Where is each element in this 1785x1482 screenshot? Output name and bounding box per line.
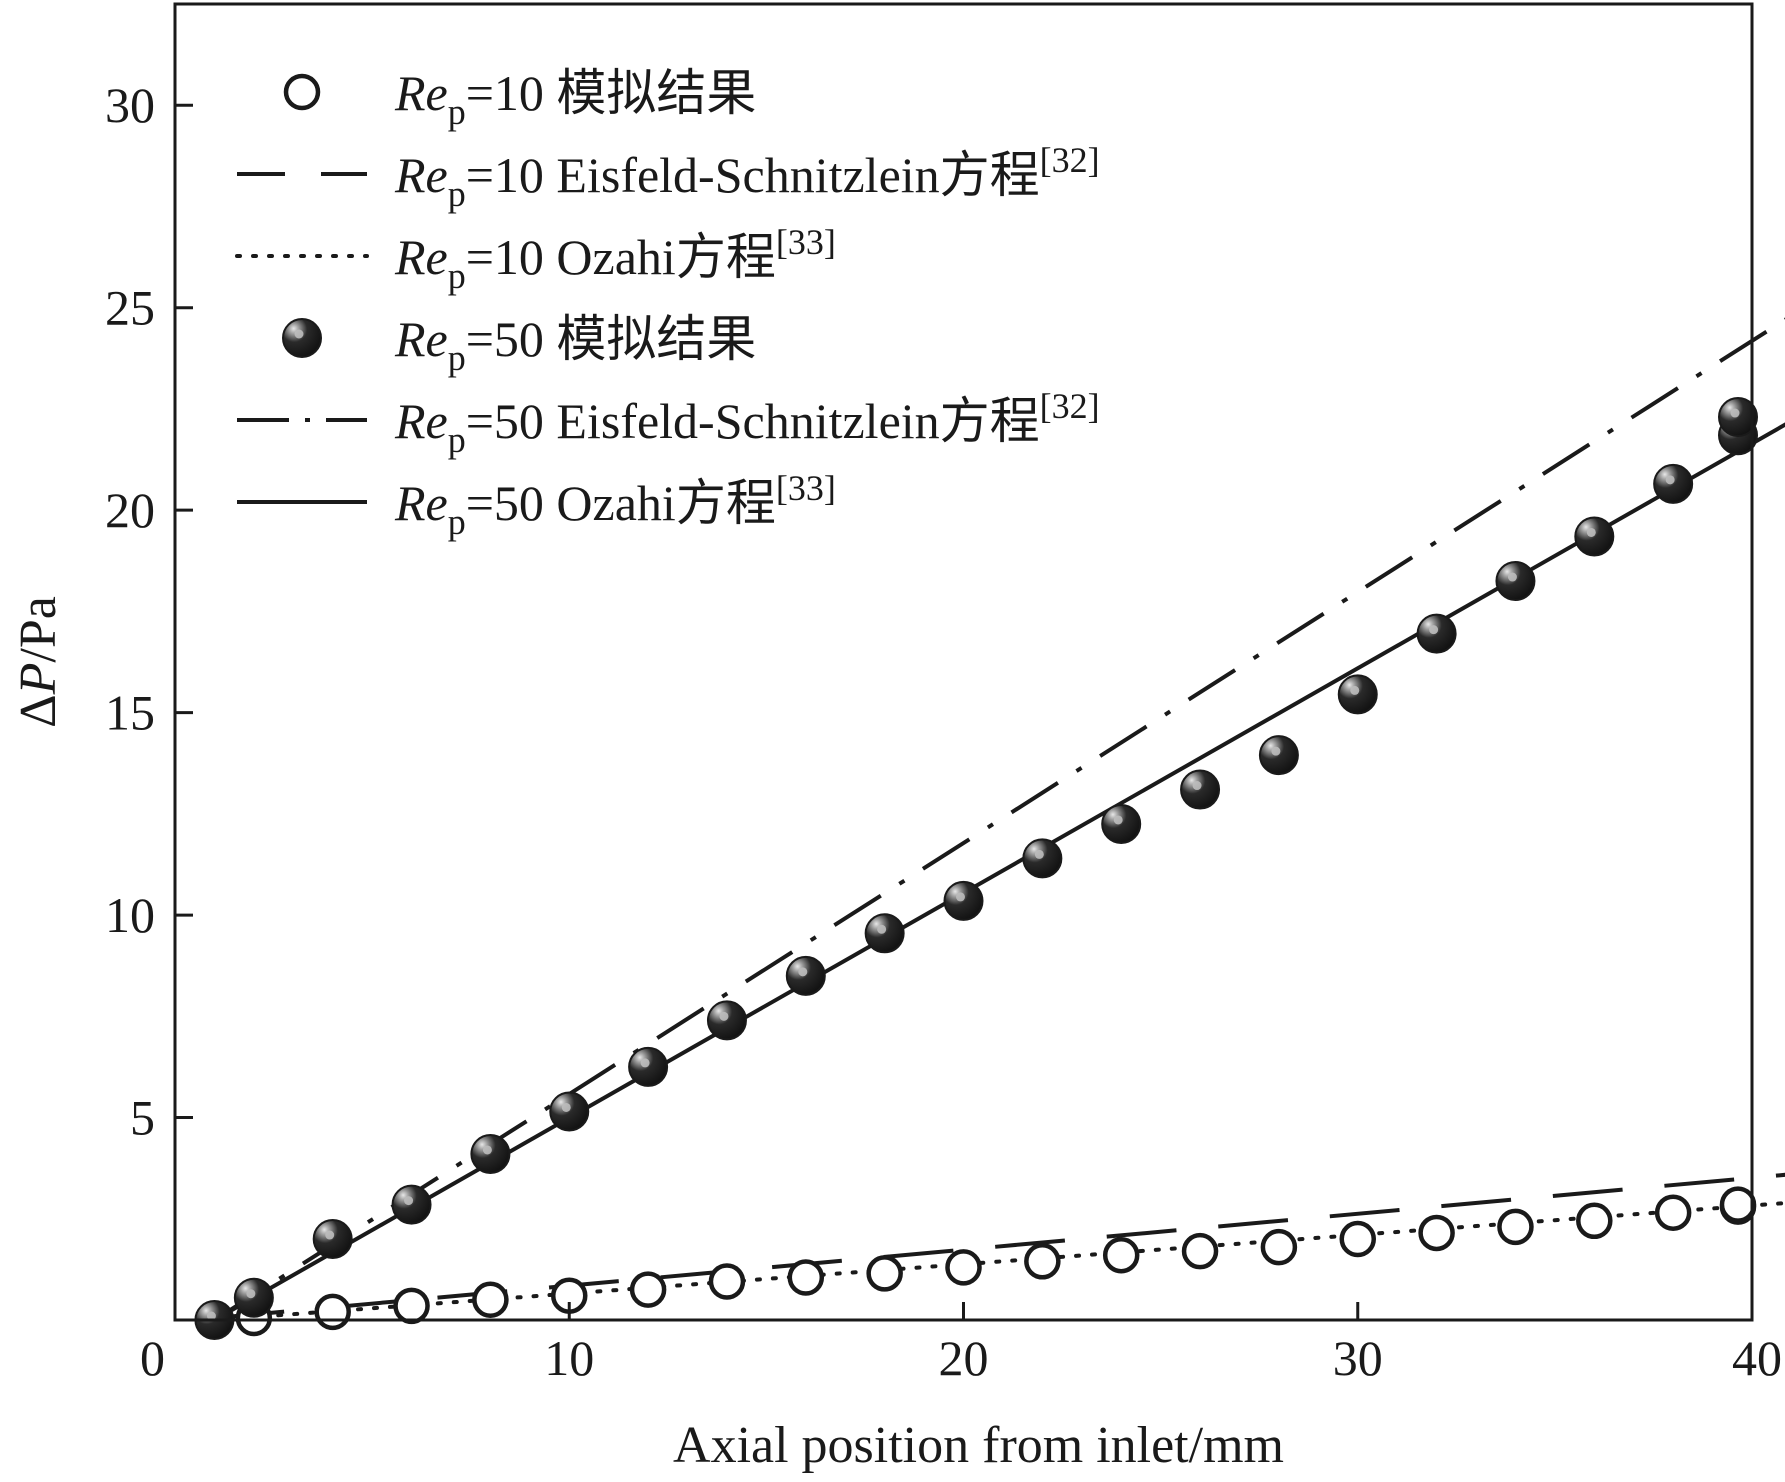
data-point-s0-6 xyxy=(629,1271,667,1308)
data-point-s0-16 xyxy=(1418,1214,1455,1252)
data-point-s0-11 xyxy=(1024,1243,1061,1280)
data-point-s0-7 xyxy=(708,1263,746,1300)
data-point-s3-17 xyxy=(1495,561,1536,602)
data-point-s0-13 xyxy=(1181,1232,1219,1270)
data-point-s3-19 xyxy=(1653,463,1694,504)
data-point-s0-21 xyxy=(1719,1186,1757,1223)
data-point-s3-13 xyxy=(1180,769,1221,810)
series-line-5 xyxy=(213,422,1785,1322)
x-tick-label: 20 xyxy=(939,1330,989,1386)
data-point-s0-10 xyxy=(945,1249,982,1286)
data-point-s0-17 xyxy=(1497,1208,1534,1246)
x-tick-label: 10 xyxy=(544,1330,594,1386)
data-point-s3-6 xyxy=(628,1046,669,1087)
data-point-s0-12 xyxy=(1102,1236,1140,1274)
data-point-s0-19 xyxy=(1654,1194,1692,1231)
data-point-s0-8 xyxy=(787,1259,825,1296)
data-point-s0-2 xyxy=(314,1293,351,1331)
data-point-s3-5 xyxy=(549,1091,590,1132)
data-point-s3-10 xyxy=(943,880,984,921)
y-tick-label: 5 xyxy=(130,1090,155,1146)
data-point-s0-4 xyxy=(472,1281,509,1319)
series-line-4 xyxy=(213,317,1785,1322)
data-point-s3-7 xyxy=(706,1000,747,1041)
axes: 0 10 20 30 40 5 10 15 20 25 30 Axial position from … xyxy=(10,2,1782,1474)
y-tick-label: 25 xyxy=(105,280,155,336)
legend-item-0: Rep=10 模拟结果 xyxy=(283,65,756,132)
legend-item-1: Rep=10 Eisfeld-Schnitzlein方程[32] xyxy=(237,140,1100,214)
legend: Rep=10 模拟结果 Rep=10 Eisfeld-Schnitzlein方程[… xyxy=(235,65,1100,542)
series-line-1 xyxy=(214,1172,1785,1320)
data-point-s3-8 xyxy=(785,955,826,996)
data-point-s3-2 xyxy=(312,1219,353,1260)
data-point-s0-9 xyxy=(866,1255,903,1292)
legend-item-3: Rep=50 模拟结果 xyxy=(282,311,756,378)
series-line-2 xyxy=(212,1201,1785,1322)
y-axis-label: ΔP/Pa xyxy=(10,596,67,728)
data-point-s3-12 xyxy=(1101,803,1142,844)
data-point-s3-18 xyxy=(1574,516,1615,557)
data-point-s3-9 xyxy=(864,913,905,954)
x-tick-label: 40 xyxy=(1732,1330,1782,1386)
data-point-s3-16 xyxy=(1416,613,1457,654)
data-point-s3-15 xyxy=(1337,674,1378,715)
data-point-s0-15 xyxy=(1339,1220,1376,1258)
legend-item-4: Rep=50 Eisfeld-Schnitzlein方程[32] xyxy=(237,386,1100,460)
data-point-s0-3 xyxy=(393,1287,430,1325)
data-point-s3-3 xyxy=(391,1184,432,1225)
legend-label-5: Rep=50 Ozahi方程[33] xyxy=(394,468,836,542)
legend-label-4: Rep=50 Eisfeld-Schnitzlein方程[32] xyxy=(394,386,1100,460)
legend-item-5: Rep=50 Ozahi方程[33] xyxy=(237,468,836,542)
y-tick-label: 10 xyxy=(105,887,155,943)
data-point-s3-14 xyxy=(1258,735,1299,776)
legend-label-1: Rep=10 Eisfeld-Schnitzlein方程[32] xyxy=(394,140,1100,214)
legend-marker-3 xyxy=(282,318,322,358)
plot-area xyxy=(194,317,1785,1340)
data-point-s0-14 xyxy=(1260,1228,1298,1266)
x-tick-label: 0 xyxy=(140,1330,165,1386)
x-tick-label: 30 xyxy=(1333,1330,1383,1386)
data-point-s3-1 xyxy=(233,1277,274,1318)
legend-label-3: Rep=50 模拟结果 xyxy=(394,311,756,378)
legend-item-2: Rep=10 Ozahi方程[33] xyxy=(235,222,836,296)
y-tick-label: 15 xyxy=(105,685,155,741)
data-point-s3-11 xyxy=(1022,838,1063,879)
y-tick-label: 30 xyxy=(105,77,155,133)
x-axis-label: Axial position from inlet/mm xyxy=(673,1417,1284,1474)
legend-label-2: Rep=10 Ozahi方程[33] xyxy=(394,222,836,296)
data-point-s0-18 xyxy=(1576,1202,1613,1240)
data-point-s3-4 xyxy=(470,1133,511,1174)
data-point-s3-21 xyxy=(1718,397,1758,438)
legend-label-0: Rep=10 模拟结果 xyxy=(394,65,756,132)
legend-marker-0 xyxy=(283,73,321,111)
y-tick-label: 20 xyxy=(105,482,155,538)
